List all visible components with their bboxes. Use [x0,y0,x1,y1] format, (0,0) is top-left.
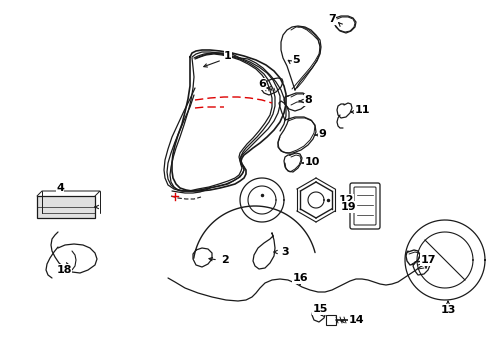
FancyBboxPatch shape [353,187,375,225]
Text: 9: 9 [317,129,325,139]
Text: 2: 2 [221,255,228,265]
Text: 10: 10 [304,157,319,167]
Text: 16: 16 [292,273,307,283]
Text: 12: 12 [338,195,353,205]
Text: 5: 5 [292,55,299,65]
Text: 7: 7 [327,14,335,24]
Text: 1: 1 [224,51,231,61]
FancyBboxPatch shape [349,183,379,229]
Text: 18: 18 [56,265,72,275]
Text: 15: 15 [312,304,327,314]
FancyBboxPatch shape [37,196,95,218]
Text: 19: 19 [340,202,355,212]
Text: 4: 4 [56,183,64,193]
Text: 17: 17 [419,255,435,265]
Text: 6: 6 [258,79,265,89]
Text: 14: 14 [347,315,363,325]
FancyBboxPatch shape [325,315,335,325]
Text: 11: 11 [353,105,369,115]
Text: 8: 8 [304,95,311,105]
Text: 13: 13 [439,305,455,315]
Text: 3: 3 [281,247,288,257]
